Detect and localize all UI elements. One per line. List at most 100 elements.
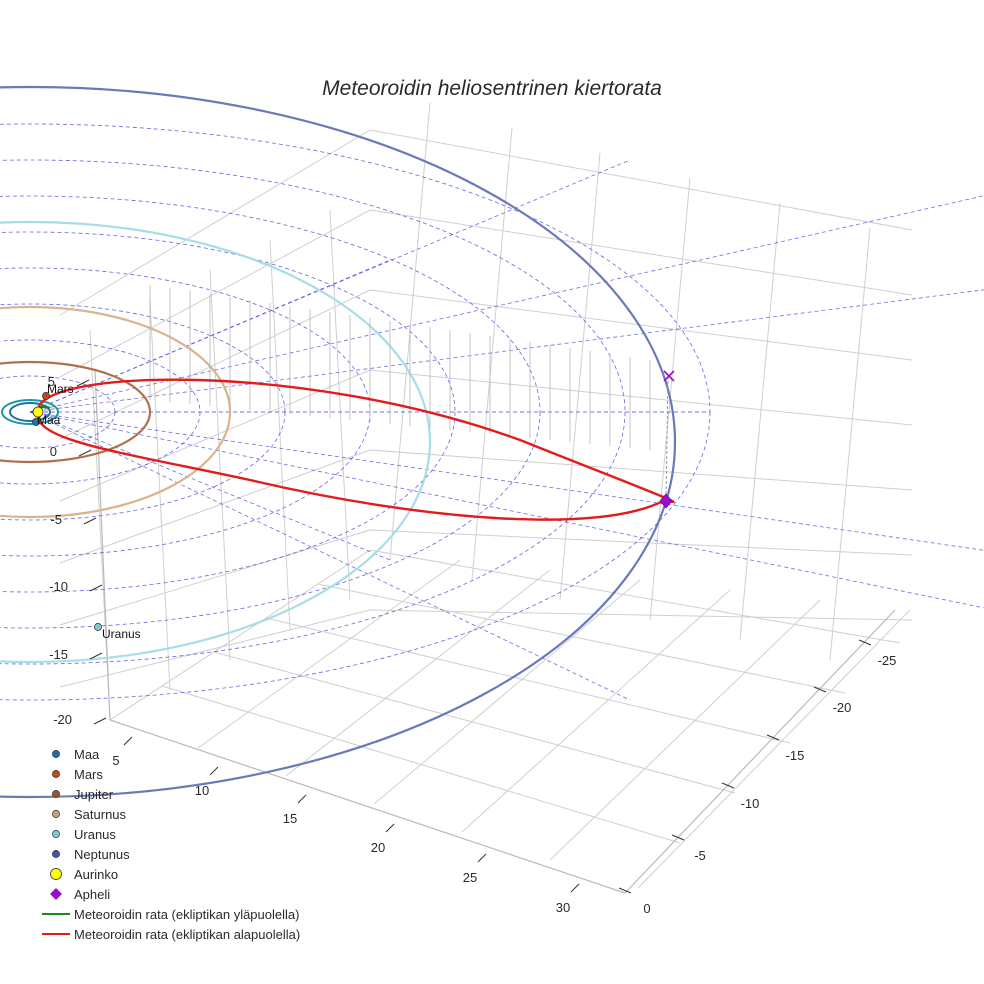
- z-tick-label: -20: [53, 712, 72, 727]
- y-tick-mark: [813, 686, 827, 693]
- planet-orbit: [9, 402, 51, 422]
- legend-item[interactable]: Meteoroidin rata (ekliptikan alapuolella…: [38, 924, 300, 944]
- y-tick-label: 0: [643, 901, 650, 916]
- aphelion-marker: [659, 493, 673, 509]
- legend-swatch: [38, 784, 74, 804]
- legend-label: Uranus: [74, 826, 116, 842]
- x-tick-mark: [570, 883, 580, 893]
- z-tick-mark: [83, 517, 97, 525]
- ecliptic-spoke: [29, 159, 631, 413]
- legend-marker: [52, 810, 60, 818]
- ecliptic-ring: [0, 231, 456, 593]
- z-tick-label: 5: [48, 374, 55, 389]
- grid-line: [317, 583, 846, 694]
- z-tick-label: -10: [49, 579, 68, 594]
- grid-line: [161, 685, 681, 844]
- grid-line: [373, 579, 641, 805]
- grid-line: [369, 289, 913, 361]
- grid-line: [285, 569, 551, 777]
- grid-line: [59, 129, 371, 316]
- legend-label: Saturnus: [74, 806, 127, 822]
- grid-line: [369, 529, 913, 556]
- legend-swatch: [38, 804, 74, 824]
- grid-line: [269, 239, 291, 631]
- z-tick-label: -15: [49, 647, 68, 662]
- planet-label: Maa: [37, 413, 61, 427]
- legend-item[interactable]: Aurinko: [38, 864, 300, 884]
- planet-marker: [42, 392, 50, 400]
- legend-marker: [50, 888, 62, 900]
- z-tick-mark: [93, 717, 107, 725]
- legend-marker: [52, 850, 60, 858]
- grid-line: [329, 209, 351, 601]
- planet-orbit: [0, 86, 676, 798]
- x-tick-mark: [209, 766, 219, 776]
- legend-item[interactable]: Neptunus: [38, 844, 300, 864]
- y-axis-line: [624, 609, 896, 894]
- legend-label: Apheli: [74, 886, 111, 902]
- x-tick-mark: [477, 853, 487, 863]
- legend-marker: [52, 790, 60, 798]
- z-axis-line: [94, 369, 111, 721]
- legend-item[interactable]: Maa: [38, 744, 300, 764]
- z-tick-mark: [89, 652, 103, 660]
- legend-item[interactable]: Apheli: [38, 884, 300, 904]
- grid-line: [829, 227, 871, 661]
- y-tick-mark: [671, 834, 685, 841]
- legend-item[interactable]: Meteoroidin rata (ekliptikan yläpuolella…: [38, 904, 300, 924]
- legend-marker: [52, 750, 60, 758]
- y-tick-label: -5: [694, 848, 706, 863]
- ecliptic-spoke: [29, 411, 984, 609]
- grid-line: [59, 609, 371, 688]
- grid-line: [149, 299, 171, 691]
- grid-line: [197, 559, 461, 749]
- z-tick-mark: [89, 584, 103, 592]
- x-tick-mark: [385, 823, 395, 833]
- grid-line: [549, 599, 821, 861]
- y-tick-label: -15: [786, 748, 805, 763]
- planet-orbit: [1, 399, 59, 425]
- grid-line: [59, 449, 371, 564]
- ecliptic-spoke: [29, 411, 391, 561]
- grid-line: [471, 127, 513, 581]
- x-tick-label: 5: [112, 753, 119, 768]
- y-tick-label: -20: [833, 700, 852, 715]
- x-tick-mark: [123, 736, 133, 746]
- aphelion-dropline: [665, 375, 669, 501]
- legend-label: Meteoroidin rata (ekliptikan alapuolella…: [74, 926, 301, 942]
- legend: Maa Mars Jupiter Saturnus Uranus Neptunus Auri…: [38, 744, 300, 944]
- legend-item[interactable]: Saturnus: [38, 804, 300, 824]
- planet-orbit: [0, 360, 152, 464]
- grid-line: [637, 609, 911, 889]
- grid-line: [369, 129, 913, 231]
- y-tick-label: -10: [741, 796, 760, 811]
- grid-line: [461, 589, 731, 833]
- grid-line: [559, 152, 601, 601]
- grid-line: [109, 549, 371, 721]
- grid-line: [213, 651, 736, 794]
- z-tick-mark: [76, 379, 90, 387]
- drop-lines: [149, 285, 651, 450]
- legend-swatch: [38, 744, 74, 764]
- planet-marker: [94, 623, 102, 631]
- ecliptic-spoke: [29, 289, 984, 413]
- markers: Maa Mars Uranus: [32, 370, 675, 641]
- x-tick-mark: [297, 794, 307, 804]
- legend-swatch: [38, 864, 74, 884]
- y-tick-mark: [858, 639, 872, 646]
- x-tick-label: 25: [463, 870, 477, 885]
- grid-line: [59, 369, 371, 502]
- grid-line: [369, 449, 913, 491]
- x-tick-label: 10: [195, 783, 209, 798]
- legend-label: Jupiter: [74, 786, 114, 802]
- grid-line: [369, 609, 913, 621]
- x-tick-label: 20: [371, 840, 385, 855]
- x-axis-line: [109, 719, 626, 894]
- y-tick-mark: [618, 887, 632, 894]
- legend-item[interactable]: Jupiter: [38, 784, 300, 804]
- meteoroid-orbit: [32, 375, 675, 521]
- legend-item[interactable]: Mars: [38, 764, 300, 784]
- legend-item[interactable]: Uranus: [38, 824, 300, 844]
- legend-label: Maa: [74, 746, 100, 762]
- legend-label: Mars: [74, 766, 103, 782]
